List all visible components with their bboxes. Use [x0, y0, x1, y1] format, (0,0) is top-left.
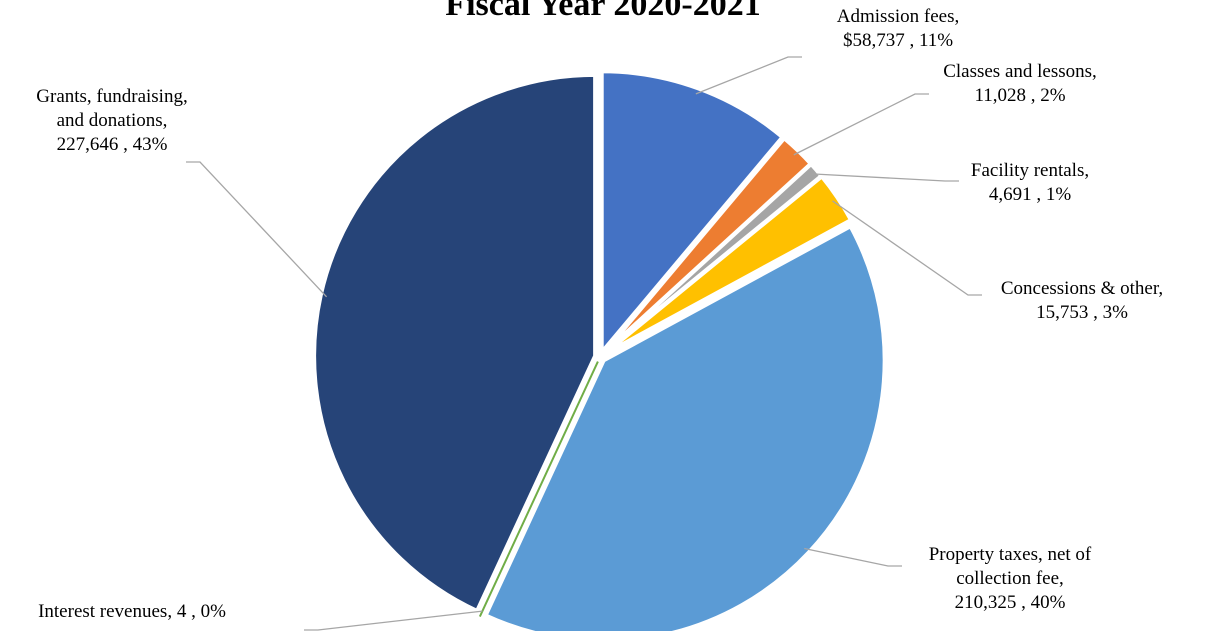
data-label: Classes and lessons, 11,028 , 2%: [943, 61, 1097, 106]
pie-slices: [312, 69, 887, 631]
data-label: Interest revenues, 4 , 0%: [38, 601, 226, 622]
leader-line: [186, 161, 328, 298]
data-label: Grants, fundraising, and donations, 227,64…: [36, 86, 187, 155]
data-label: Concessions & other, 15,753 , 3%: [1001, 278, 1163, 323]
leader-line: [695, 56, 802, 95]
data-label: Property taxes, net of collection fee, 210…: [929, 544, 1092, 613]
leader-line: [804, 547, 902, 567]
pie-slice-grants-fundraising-and-donations: [312, 72, 598, 614]
leader-line: [304, 610, 483, 631]
leader-line: [811, 173, 959, 182]
chart-title: Fiscal Year 2020-2021: [445, 0, 761, 23]
leader-line: [832, 200, 982, 296]
data-label: Admission fees, $58,737 , 11%: [837, 6, 959, 51]
pie-slice-interest-revenues: [478, 361, 599, 617]
leader-line: [793, 93, 929, 156]
data-label: Facility rentals, 4,691 , 1%: [971, 160, 1089, 205]
pie-slice-admission-fees: [599, 69, 786, 358]
pie-slice-concessions-other: [602, 173, 854, 356]
pie-slice-property-taxes-net-of-collection-fee: [482, 223, 887, 631]
leader-lines: [186, 56, 982, 631]
data-labels: Admission fees, $58,737 , 11% Classes and …: [36, 6, 1163, 622]
